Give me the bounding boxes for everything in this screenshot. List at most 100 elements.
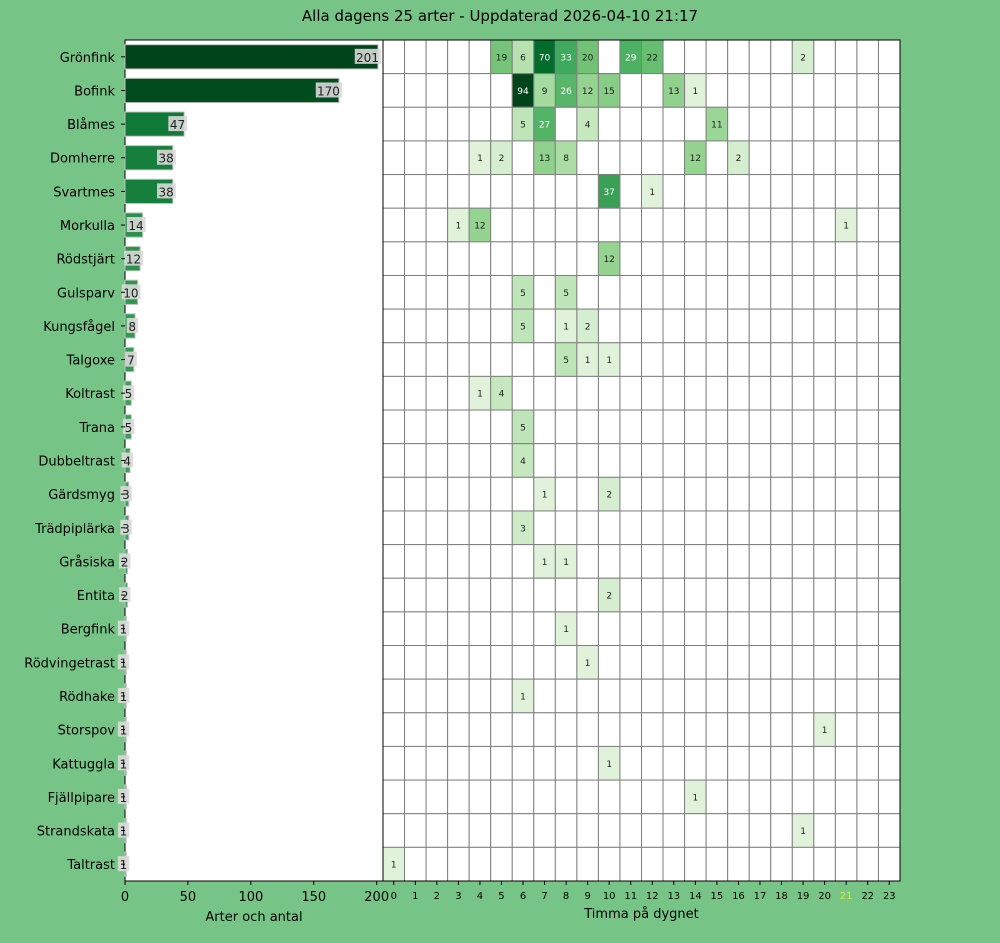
bar-value-label: 38 <box>159 152 174 166</box>
heatmap-cell <box>425 813 449 848</box>
heatmap-cell <box>619 73 642 108</box>
bar-value-label-box <box>121 452 134 468</box>
hour-tick-label: 0 <box>391 891 397 902</box>
heatmap-cell <box>554 207 578 243</box>
heatmap-cell <box>619 510 642 546</box>
heatmap-cell <box>684 342 707 377</box>
heatmap-value-label: 4 <box>499 390 505 400</box>
heatmap-cell <box>641 678 664 714</box>
heatmap-cell <box>447 846 470 882</box>
heatmap-cell <box>662 476 686 512</box>
heatmap-cell <box>662 140 686 176</box>
heatmap-cell <box>641 779 664 815</box>
heatmap-cell <box>748 274 772 310</box>
heatmap-cell <box>597 443 621 478</box>
heatmap-cell <box>576 274 599 310</box>
heatmap-cell <box>404 174 427 209</box>
heatmap-cell <box>748 745 772 781</box>
heatmap-value-label: 1 <box>843 222 849 232</box>
heatmap-cell <box>404 342 427 377</box>
heatmap-cell <box>404 443 427 478</box>
heatmap-cell <box>490 712 513 747</box>
heatmap-cell <box>684 712 707 747</box>
heatmap-cell <box>834 779 858 815</box>
heatmap-cell <box>533 174 556 209</box>
bar-value-label: 5 <box>125 387 133 401</box>
heatmap-cell <box>727 308 750 344</box>
heatmap-cell <box>641 611 664 647</box>
category-label: Rödvingetrast <box>24 656 115 671</box>
category-label: Entita <box>77 589 115 604</box>
bar-value-label-box <box>157 149 176 165</box>
heatmap-value-label: 1 <box>800 827 806 837</box>
bar-value-label: 3 <box>122 522 130 536</box>
x-tick-label: 100 <box>238 890 263 905</box>
heatmap-cell <box>856 274 879 310</box>
heatmap-value-label: 20 <box>582 53 594 63</box>
bar-value-label: 2 <box>121 555 129 569</box>
heatmap-cell <box>382 577 406 613</box>
heatmap-cell <box>382 375 406 411</box>
heatmap-cell <box>813 140 836 176</box>
heatmap-value-label: 1 <box>692 793 698 803</box>
heatmap-cell <box>404 510 427 546</box>
heatmap-cell <box>813 73 836 108</box>
heatmap-cell <box>554 712 578 747</box>
heatmap-cell <box>425 611 449 647</box>
heatmap-cell <box>813 645 836 680</box>
heatmap-value-label: 1 <box>649 188 655 198</box>
heatmap-cell <box>856 510 879 546</box>
heatmap-cell <box>490 274 513 310</box>
heatmap-cell <box>425 476 449 512</box>
heatmap-cell <box>576 745 599 781</box>
heatmap-cell <box>404 308 427 344</box>
heatmap-cell <box>727 745 750 781</box>
heatmap-cell <box>576 375 599 411</box>
heatmap-cell <box>597 39 621 75</box>
heatmap-cell <box>511 745 535 781</box>
heatmap-cell <box>662 544 686 579</box>
x-tick-label: 200 <box>364 890 389 905</box>
heatmap-cell <box>382 342 406 377</box>
heatmap-cell <box>770 308 793 344</box>
heatmap-cell <box>447 140 470 176</box>
heatmap-cell <box>727 645 750 680</box>
heatmap-cell <box>404 73 427 108</box>
heatmap-cell <box>705 443 729 478</box>
heatmap-cell <box>490 544 513 579</box>
heatmap-cell <box>791 106 815 142</box>
heatmap-cell <box>468 308 492 344</box>
heatmap-cell <box>490 577 513 613</box>
heatmap-cell <box>597 140 621 176</box>
hour-tick-label: 16 <box>732 891 745 902</box>
heatmap-cell <box>834 140 858 176</box>
heatmap-cell <box>770 342 793 377</box>
heatmap-cell <box>404 241 427 276</box>
heatmap-cell <box>533 342 556 377</box>
heatmap-cell <box>770 577 793 613</box>
heatmap-cell <box>813 476 836 512</box>
heatmap-cell <box>533 577 556 613</box>
heatmap-cell <box>727 39 750 75</box>
heatmap-cell <box>705 409 729 445</box>
heatmap-cell <box>877 779 901 815</box>
heatmap-cell <box>813 510 836 546</box>
heatmap-cell <box>877 544 901 579</box>
heatmap-cell <box>856 73 879 108</box>
heatmap-value-label: 1 <box>692 87 698 97</box>
heatmap-cell <box>705 645 729 680</box>
heatmap-value-label: 2 <box>606 592 612 602</box>
heatmap-cell <box>533 813 556 848</box>
heatmap-cell <box>554 510 578 546</box>
heatmap-cell <box>727 174 750 209</box>
heatmap-cell <box>684 745 707 781</box>
heatmap-cell <box>382 274 406 310</box>
heatmap-cell <box>705 274 729 310</box>
heatmap-cell <box>576 207 599 243</box>
heatmap-cell <box>856 476 879 512</box>
heatmap-cell <box>856 308 879 344</box>
heatmap-cell <box>447 510 470 546</box>
heatmap-cell <box>425 375 449 411</box>
heatmap-cell <box>770 174 793 209</box>
heatmap-cell <box>877 274 901 310</box>
